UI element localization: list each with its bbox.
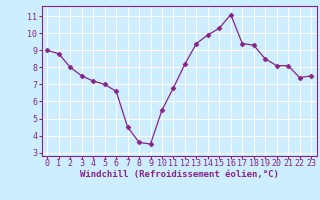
- X-axis label: Windchill (Refroidissement éolien,°C): Windchill (Refroidissement éolien,°C): [80, 170, 279, 179]
